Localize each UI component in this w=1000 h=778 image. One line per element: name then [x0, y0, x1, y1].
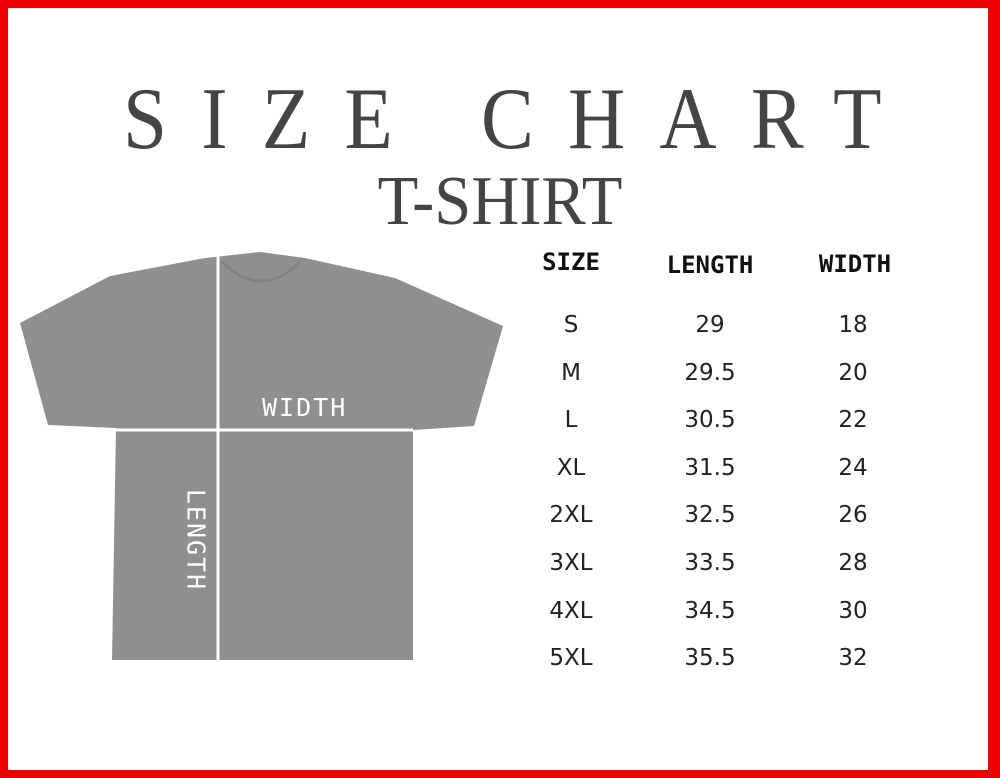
- length-label: LENGTH: [181, 488, 211, 592]
- length-cell: 29.5: [684, 359, 736, 386]
- size-cell: 2XL: [549, 502, 593, 529]
- length-cell: 33.5: [684, 550, 736, 576]
- page-title: SIZE CHART: [122, 71, 916, 168]
- size-cell: L: [564, 407, 578, 434]
- length-cell: 30.5: [684, 407, 736, 434]
- length-cell: 31.5: [684, 454, 736, 481]
- width-cell: 30: [838, 597, 868, 624]
- length-cell: 35.5: [684, 645, 736, 672]
- width-label: WIDTH: [262, 393, 348, 422]
- width-cell: 32: [838, 645, 868, 672]
- size-cell: 5XL: [549, 645, 593, 672]
- length-cell: 32.5: [684, 502, 736, 529]
- header-width: WIDTH: [818, 250, 892, 278]
- length-cell: 29: [695, 312, 725, 338]
- size-cell: M: [561, 359, 581, 386]
- title-container: SIZE CHART: [0, 76, 1000, 166]
- header-length: LENGTH: [666, 251, 754, 279]
- header-size: SIZE: [542, 248, 600, 276]
- size-cell: 4XL: [549, 597, 593, 624]
- size-cell: XL: [556, 454, 586, 481]
- width-cell: 22: [838, 407, 868, 434]
- size-cell: 3XL: [549, 550, 593, 576]
- tshirt-collar: [220, 260, 302, 283]
- width-cell: 28: [838, 550, 868, 576]
- width-cell: 26: [838, 502, 868, 529]
- width-cell: 20: [838, 359, 868, 386]
- tshirt-shape: [20, 252, 503, 660]
- length-cell: 34.5: [684, 597, 736, 624]
- width-cell: 24: [838, 454, 868, 481]
- size-cell: S: [563, 312, 579, 338]
- width-cell: 18: [838, 312, 868, 338]
- page-subtitle: T-SHIRT: [377, 163, 623, 240]
